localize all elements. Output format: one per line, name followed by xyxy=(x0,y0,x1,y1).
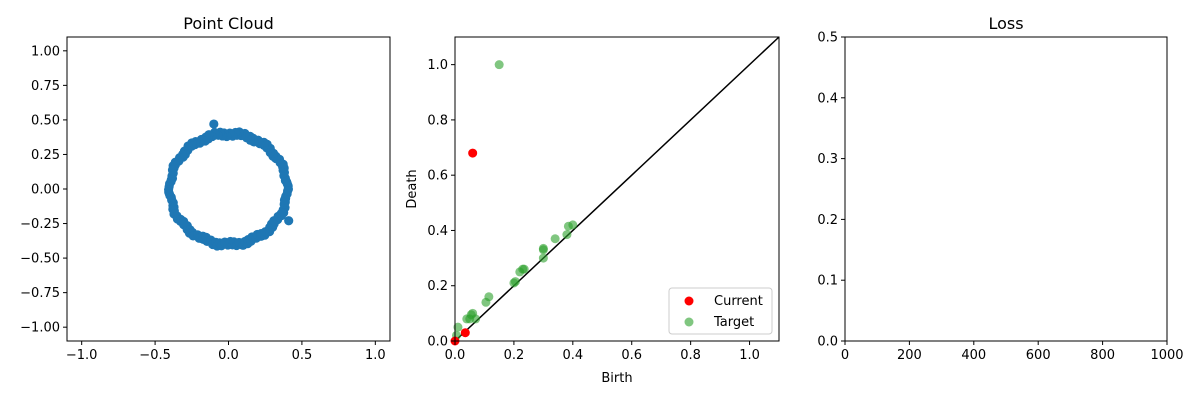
target-points xyxy=(451,60,578,340)
y-tick-label: 0.4 xyxy=(817,91,838,106)
x-tick-label: 0 xyxy=(841,348,849,363)
target-point xyxy=(550,234,560,244)
y-tick-label: 0.0 xyxy=(817,335,838,350)
target-point xyxy=(538,253,548,263)
legend-current-label: Current xyxy=(714,294,763,309)
target-point xyxy=(538,243,548,253)
persistence-diagonal xyxy=(454,36,780,342)
y-tick-label: 0.50 xyxy=(31,113,60,128)
x-tick-label: 0.4 xyxy=(562,348,583,363)
x-tick-label: 0.8 xyxy=(680,348,701,363)
current-points xyxy=(450,148,478,346)
x-tick-label: 0.6 xyxy=(621,348,642,363)
legend-box xyxy=(668,287,773,335)
point-cloud-outlier xyxy=(209,119,219,129)
y-tick-label: 0.8 xyxy=(427,113,448,128)
loss-title: Loss xyxy=(988,14,1023,33)
current-point xyxy=(468,148,478,158)
point-cloud-outlier xyxy=(284,216,294,226)
target-point xyxy=(562,230,572,240)
persistence-x-ticks: 0.0 0.2 0.4 0.6 0.8 1.0 xyxy=(445,341,760,363)
y-tick-label: 0.2 xyxy=(817,213,838,228)
persistence-y-label: Death xyxy=(405,169,420,208)
x-tick-label: −1.0 xyxy=(66,348,98,363)
target-point xyxy=(453,322,463,332)
point-cloud-panel: Point Cloud −1.0 −0.5 0.0 0.5 1.0 −1.00 −0.75… xyxy=(20,14,391,363)
point-cloud-title: Point Cloud xyxy=(183,14,274,33)
loss-frame xyxy=(844,36,1168,342)
persistence-frame xyxy=(454,36,780,342)
y-tick-label: 0.3 xyxy=(817,152,838,167)
y-tick-label: 0.75 xyxy=(31,79,60,94)
persistence-y-ticks: 0.0 0.2 0.4 0.6 0.8 1.0 xyxy=(427,58,455,350)
target-point xyxy=(484,292,494,302)
legend-target-label: Target xyxy=(713,315,754,330)
target-point xyxy=(510,277,520,287)
point-cloud-x-ticks: −1.0 −0.5 0.0 0.5 1.0 xyxy=(66,341,386,363)
y-tick-label: 0.0 xyxy=(427,335,448,350)
target-point xyxy=(568,220,578,230)
y-tick-label: 0.2 xyxy=(427,279,448,294)
y-tick-label: 0.5 xyxy=(817,31,838,46)
y-tick-label: −0.25 xyxy=(20,217,60,232)
x-tick-label: 0.0 xyxy=(218,348,239,363)
legend-target-marker xyxy=(684,317,694,327)
y-tick-label: 0.00 xyxy=(31,183,60,198)
x-tick-label: 1.0 xyxy=(365,348,386,363)
loss-panel: Loss 0 200 400 600 800 1000 0.00.10.20.30.40.… xyxy=(817,14,1183,363)
loss-y-ticks: 0.0 0.1 0.2 0.3 0.4 0.5 xyxy=(817,31,845,350)
y-tick-label: −0.50 xyxy=(20,252,60,267)
y-tick-label: 0.25 xyxy=(31,148,60,163)
x-tick-label: 0.0 xyxy=(445,348,466,363)
x-tick-label: 600 xyxy=(1026,348,1051,363)
y-tick-label: 0.1 xyxy=(817,274,838,289)
point-cloud-points xyxy=(163,119,294,251)
loss-x-ticks: 0 200 400 600 800 1000 xyxy=(841,341,1184,363)
y-tick-label: −1.00 xyxy=(20,321,60,336)
persistence-x-label: Birth xyxy=(601,371,632,386)
point-cloud-y-ticks: −1.00 −0.75 −0.50 −0.25 0.00 0.25 0.50 0.75 1.00 xyxy=(20,44,67,336)
target-point xyxy=(519,264,529,274)
target-point xyxy=(471,314,481,324)
persistence-legend: Current Target xyxy=(668,287,773,335)
y-tick-label: −0.75 xyxy=(20,286,60,301)
y-tick-label: 1.0 xyxy=(427,58,448,73)
x-tick-label: 200 xyxy=(897,348,922,363)
x-tick-label: 0.2 xyxy=(504,348,525,363)
persistence-panel: 0.0 0.2 0.4 0.6 0.8 1.0 0.0 0.2 0.4 0.6 0.8 1.0 Bi… xyxy=(405,36,780,386)
x-tick-label: 0.5 xyxy=(292,348,313,363)
point-cloud-point xyxy=(283,186,293,196)
target-point xyxy=(494,60,504,70)
x-tick-label: 1.0 xyxy=(739,348,760,363)
y-tick-label: 0.4 xyxy=(427,224,448,239)
x-tick-label: 1000 xyxy=(1150,348,1183,363)
current-point xyxy=(460,328,470,338)
x-tick-label: 400 xyxy=(961,348,986,363)
x-tick-label: −0.5 xyxy=(139,348,171,363)
y-tick-label: 0.6 xyxy=(427,169,448,184)
x-tick-label: 800 xyxy=(1090,348,1115,363)
y-tick-label: 1.00 xyxy=(31,44,60,59)
legend-current-marker xyxy=(684,296,694,306)
